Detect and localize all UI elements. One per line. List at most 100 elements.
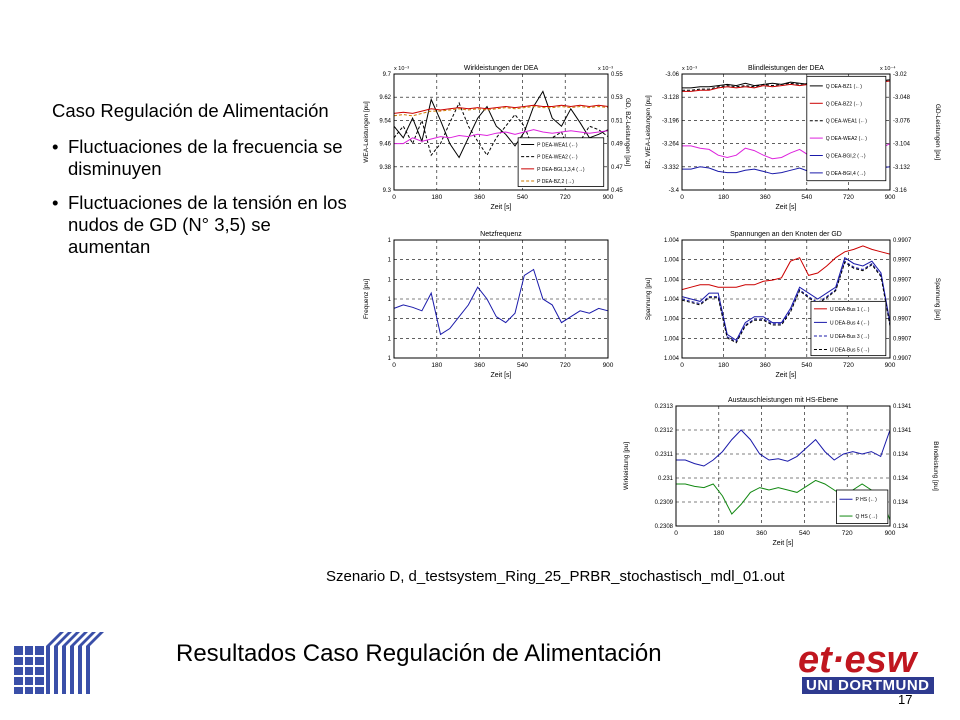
legend-box [836,489,889,524]
y-tick-label: 1.004 [664,336,680,342]
chart-svg: Netzfrequenz 0 180 360 540 720 900 Zeit [s] 1 1 1 1… [363,231,614,379]
x-axis-label: Zeit [s] [775,372,796,379]
y2-tick-label: -3.076 [893,118,911,124]
y2-axis-label: Blindleistung [pu] [932,441,939,491]
y2-tick-label: 0.9907 [893,297,912,303]
y2-tick-label: 0.134 [893,476,909,482]
y2-tick-label: -3.104 [893,142,911,148]
legend-entry: U DEA-Bus 4 (←) [830,320,870,326]
x-tick-label: 360 [474,194,485,201]
y2-axis-label: GD-Leistungen [pu] [934,104,941,161]
x-axis-label: Zeit [s] [490,372,511,379]
y-tick-label: -3.128 [662,95,680,101]
y2-tick-label: 0.9907 [893,356,912,362]
x-tick-label: 720 [560,194,571,201]
y-tick-label: 1 [388,336,392,342]
y-tick-label: 9.7 [383,72,392,78]
series-line-5 [394,129,609,145]
chart-title: Blindleistungen der DEA [748,65,824,72]
y-tick-label: 1 [388,356,392,362]
y-tick-label: -3.332 [662,165,680,171]
y2-tick-label: -3.048 [893,95,911,101]
y2-tick-label: 0.53 [611,95,623,101]
y-tick-label: 9.62 [379,95,391,101]
y2-tick-label: 0.9907 [893,238,912,244]
x-tick-label: 180 [718,362,729,369]
y2-axis-label: GD, BZ-Leistungen [pu] [624,98,631,166]
y2-tick-label: 0.9907 [893,317,912,323]
y-tick-label: 9.46 [379,142,391,148]
chart-blindleistungen: Blindleistungen der DEA 0 180 360 540 720 900 Z… [642,60,942,220]
y-tick-label: 1.004 [664,297,680,303]
legend-entry: Q DEA-BGI,2 (→) [826,153,866,159]
x-tick-label: 720 [843,362,854,369]
y-axis-label: WEA-Leistungen [pu] [363,101,370,163]
x-tick-label: 900 [885,530,896,537]
y2-tick-label: 0.9907 [893,336,912,342]
plot-frame [393,239,609,359]
slide-title: Resultados Caso Regulación de Alimentaci… [176,640,662,667]
legend-entry: Q DEA-BZ2 (←) [826,101,862,107]
y2-tick-label: 0.47 [611,165,623,171]
bullet-item-2: • Fluctuaciones de la tensión en los nud… [52,192,352,258]
y2-axis-label: Spannung [pu] [934,278,941,320]
y2-tick-label: 0.49 [611,142,623,148]
y2-tick-label: 0.45 [611,188,623,194]
series-line-2 [681,256,891,342]
bullet-dot: • [52,192,59,213]
legend-entry: U DEA-Bus 3 (→) [830,334,870,340]
y2-tick-label: 0.9907 [893,258,912,264]
chart-title: Wirkleistungen der DEA [464,65,539,72]
y2-tick-label: -3.16 [893,188,907,194]
legend-entry: P DEA-WEA1 (←) [537,142,578,148]
y-tick-label: 1.004 [664,277,680,283]
plot-frame [675,405,891,527]
y-tick-label: 9.54 [379,118,391,124]
legend-entry: P DEA-BZ,2 (→) [537,179,574,185]
y2-tick-label: 0.55 [611,72,623,78]
y-tick-label: 0.2312 [655,428,674,434]
legend-box [517,137,605,187]
y-tick-label: -3.06 [665,72,679,78]
x-tick-label: 180 [713,530,724,537]
legend-entry: P DEA-BGI,1,3,4 (→) [537,167,585,173]
et-esw-logo-text: et·esw [798,640,919,680]
x-tick-label: 0 [680,362,684,369]
y-tick-label: 0.2311 [655,452,674,458]
x-tick-label: 360 [474,362,485,369]
y2-tick-label: -3.132 [893,165,911,171]
bullet-item-text: Fluctuaciones de la frecuencia se dismin… [68,136,343,179]
x-tick-label: 360 [760,194,771,201]
x-tick-label: 0 [392,362,396,369]
y-tick-label: 9.3 [383,188,392,194]
y-axis-label: Spannung [pu] [645,278,652,320]
x-tick-label: 540 [517,194,528,201]
plot-frame [393,73,609,191]
y2-tick-label: 0.9907 [893,277,912,283]
x-tick-label: 0 [680,194,684,201]
legend-entry: Q DEA-WEA2 (←) [826,136,867,142]
x-tick-label: 900 [885,362,896,369]
x-axis-label: Zeit [s] [490,204,511,211]
legend-entry: P HS (←) [856,497,878,503]
y-tick-label: 0.2313 [655,404,674,410]
y-tick-label: 1 [388,238,392,244]
y2-tick-label: 0.51 [611,118,623,124]
legend-entry: Q HS (→) [856,514,878,520]
legend-entry: P DEA-WEA2 (←) [537,155,578,161]
scenario-caption: Szenario D, d_testsystem_Ring_25_PRBR_st… [326,568,785,585]
chart-svg: Spannungen an den Knoten der GD 0 180 360 54… [645,231,941,379]
y-tick-label: 0.2308 [655,524,674,530]
chart-svg: Blindleistungen der DEA 0 180 360 540 720 900 Z… [645,65,941,211]
bullet-text-block: Caso Regulación de Alimentación • Fluctu… [52,100,352,270]
university-grid-logo-icon [14,632,106,699]
chart-svg: Wirkleistungen der DEA 0 180 360 540 720 900 Ze… [363,65,631,211]
y2-tick-label: 0.1341 [893,404,912,410]
y-tick-label: -3.196 [662,118,680,124]
chart-title: Netzfrequenz [480,231,522,238]
y-tick-label: 1.004 [664,317,680,323]
y-tick-label: -3.4 [669,188,680,194]
x-tick-label: 720 [842,530,853,537]
x-tick-label: 0 [674,530,678,537]
y-axis-label: BZ, WEA-Leistungen [pu] [645,95,652,169]
